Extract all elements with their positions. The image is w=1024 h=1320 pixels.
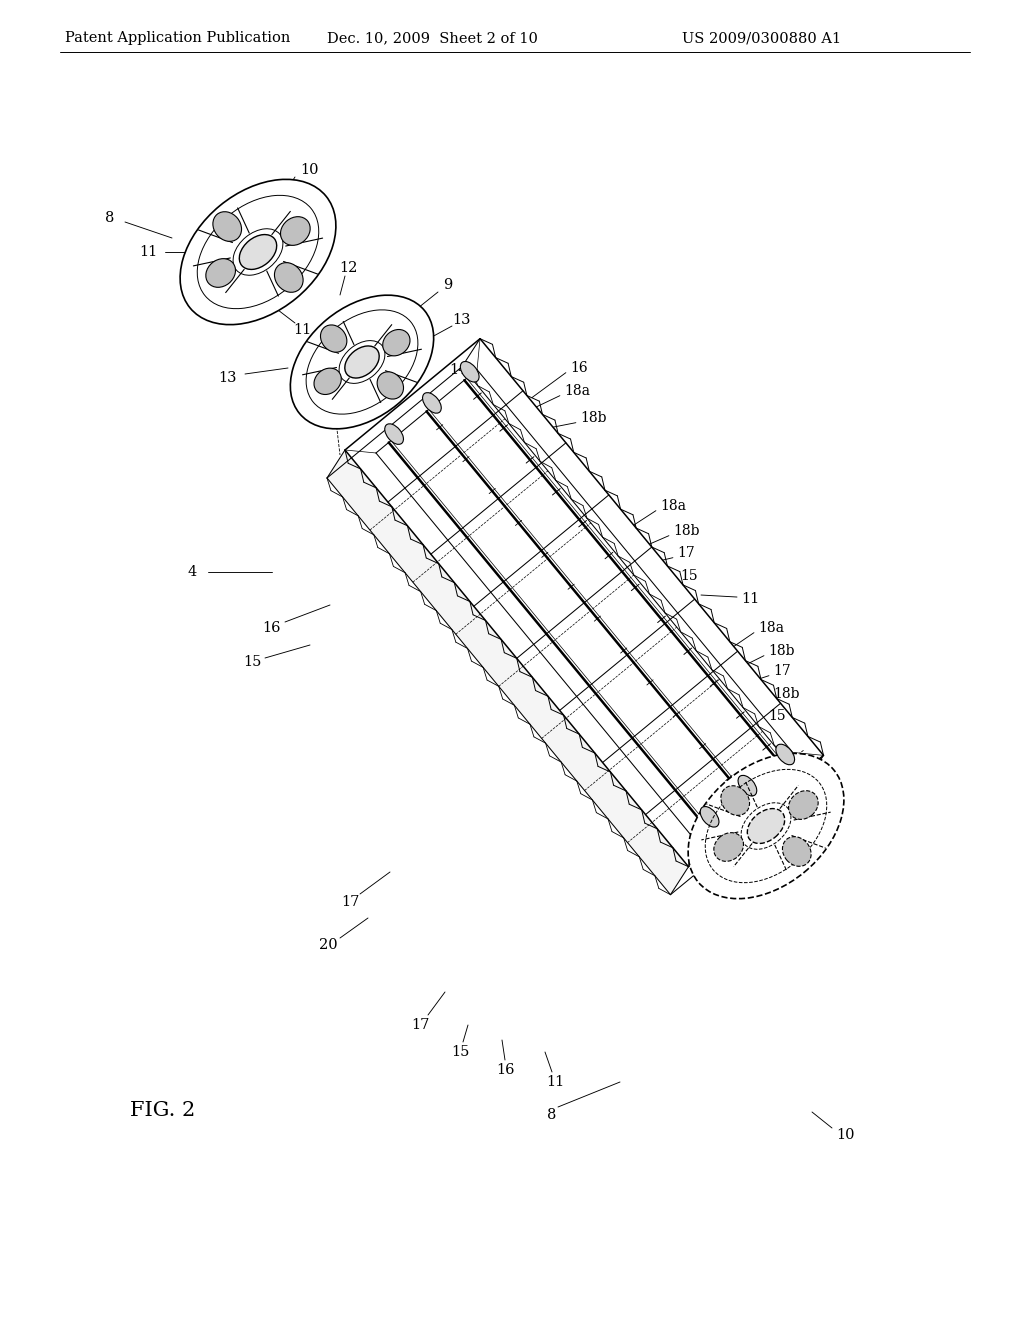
Text: 18b: 18b <box>673 524 699 537</box>
Text: 18a: 18a <box>659 499 686 512</box>
Text: 16: 16 <box>496 1063 514 1077</box>
Ellipse shape <box>385 424 403 445</box>
Text: 14: 14 <box>449 363 467 378</box>
Text: 11: 11 <box>741 593 759 606</box>
Text: 12: 12 <box>339 261 357 275</box>
Ellipse shape <box>383 330 410 356</box>
Ellipse shape <box>291 296 433 429</box>
Text: 8: 8 <box>105 211 115 224</box>
Text: 18b: 18b <box>580 411 606 425</box>
Text: 8: 8 <box>547 1107 557 1122</box>
Text: FIG. 2: FIG. 2 <box>130 1101 196 1119</box>
Text: US 2009/0300880 A1: US 2009/0300880 A1 <box>682 30 842 45</box>
Ellipse shape <box>240 235 276 269</box>
Ellipse shape <box>748 809 784 843</box>
Text: 18b: 18b <box>773 686 800 701</box>
Text: 11: 11 <box>546 1074 564 1089</box>
Text: 13: 13 <box>219 371 238 385</box>
Text: 16: 16 <box>263 620 282 635</box>
Ellipse shape <box>180 180 336 325</box>
Text: 18a: 18a <box>758 620 784 635</box>
Text: 16: 16 <box>569 360 588 375</box>
Ellipse shape <box>461 362 479 381</box>
Ellipse shape <box>314 368 341 395</box>
Ellipse shape <box>345 346 379 378</box>
Text: 15: 15 <box>451 1045 469 1059</box>
Ellipse shape <box>281 216 310 246</box>
Ellipse shape <box>206 259 236 288</box>
Ellipse shape <box>738 775 757 796</box>
Text: 17: 17 <box>773 664 791 677</box>
Ellipse shape <box>776 744 795 764</box>
Text: Patent Application Publication: Patent Application Publication <box>66 30 291 45</box>
Ellipse shape <box>321 325 347 352</box>
Polygon shape <box>345 339 823 867</box>
Polygon shape <box>327 450 688 895</box>
Text: 18a: 18a <box>564 384 590 397</box>
Text: 15: 15 <box>680 569 697 582</box>
Text: 18b: 18b <box>768 644 795 657</box>
Text: 10: 10 <box>301 162 319 177</box>
Text: 17: 17 <box>341 895 359 909</box>
Ellipse shape <box>721 785 750 816</box>
Text: 17: 17 <box>677 545 694 560</box>
Text: 4: 4 <box>187 565 197 579</box>
Text: 20: 20 <box>318 939 337 952</box>
Text: 11: 11 <box>293 323 311 337</box>
Text: 13: 13 <box>453 313 471 327</box>
Text: 15: 15 <box>768 709 785 722</box>
Text: 9: 9 <box>443 279 453 292</box>
Ellipse shape <box>714 833 743 862</box>
Text: 17: 17 <box>411 1018 429 1032</box>
Ellipse shape <box>423 392 441 413</box>
Text: 11: 11 <box>139 246 157 259</box>
Ellipse shape <box>377 372 403 399</box>
Ellipse shape <box>688 754 844 899</box>
Ellipse shape <box>274 263 303 292</box>
Ellipse shape <box>782 837 811 866</box>
Text: Dec. 10, 2009  Sheet 2 of 10: Dec. 10, 2009 Sheet 2 of 10 <box>327 30 538 45</box>
Ellipse shape <box>788 791 818 820</box>
Ellipse shape <box>213 211 242 242</box>
Polygon shape <box>462 339 823 783</box>
Ellipse shape <box>700 807 719 828</box>
Text: 10: 10 <box>836 1129 854 1142</box>
Text: 15: 15 <box>243 655 261 669</box>
